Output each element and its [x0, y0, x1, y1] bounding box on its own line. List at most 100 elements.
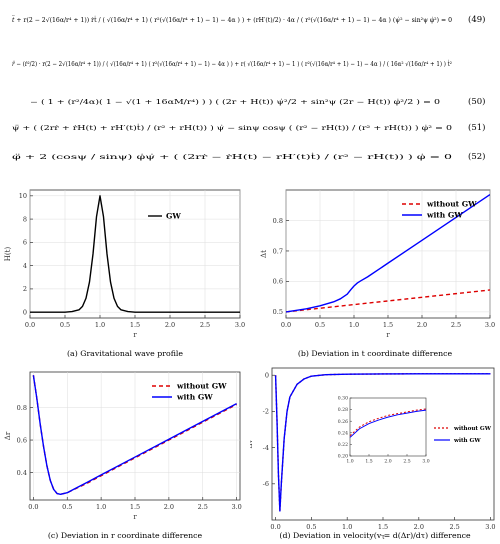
figure-caption: (b) Deviation in t coordinate difference [298, 349, 453, 358]
y-tick-label: -4 [263, 444, 269, 452]
series-group [286, 193, 490, 313]
figure-caption: (a) Gravitational wave profile [67, 349, 183, 358]
inset-x-tick-label: 2.0 [384, 459, 391, 465]
legend-label: without GW [426, 200, 477, 209]
x-tick-label: 0.0 [28, 503, 38, 511]
y-tick-label: 0.4 [17, 469, 27, 477]
x-tick-label: 0.5 [62, 503, 72, 511]
equation-2-line-1: 𝑟̈ − (ṙ²/2) · r(2 − 2√(16α/r⁴ + 1)) / ( … [12, 61, 452, 68]
x-tick-label: 1.5 [383, 321, 393, 329]
x-tick-label: 2.5 [198, 503, 208, 511]
y-tick-label: 0.8 [17, 404, 27, 412]
x-tick-label: 1.0 [95, 321, 105, 329]
y-tick-label: 0.6 [273, 278, 283, 286]
x-tick-label: 2.0 [417, 321, 427, 329]
series-line-1 [286, 193, 490, 313]
x-tick-label: 1.0 [96, 503, 106, 511]
equation-1-line-1: 𝑡̈ + r(2 − 2√(16α/r⁴ + 1)) ṙṫ / ( √(16α/… [12, 17, 452, 24]
inset-series-group [349, 408, 427, 438]
x-tick-label: 3.0 [235, 321, 245, 329]
x-tick-label: 1.5 [130, 321, 140, 329]
x-tick-label: 0.5 [306, 523, 316, 531]
legend-label: without GW [453, 426, 492, 432]
equations-svg: 𝑡̈ + r(2 − 2√(16α/r⁴ + 1)) ṙṫ / ( √(16α/… [12, 14, 485, 162]
y-tick-label: -6 [263, 480, 269, 488]
inset-x-tick-label: 1.5 [365, 459, 372, 465]
x-tick-label: 2.0 [165, 321, 175, 329]
x-tick-label: 1.5 [378, 523, 388, 531]
y-tick-label: 0.7 [273, 247, 283, 255]
x-tick-label: 3.0 [231, 503, 241, 511]
x-axis-label: r [386, 331, 390, 339]
y-axis-label: Δv [250, 439, 254, 448]
inset-x-tick-label: 2.5 [403, 459, 410, 465]
x-tick-label: 1.0 [349, 321, 359, 329]
inset-y-tick-label: 0.30 [338, 396, 348, 402]
equation-number: (52) [468, 151, 485, 162]
x-axis-label: r [133, 513, 137, 521]
y-tick-label: 0 [265, 372, 269, 380]
equation-number: (50) [468, 96, 485, 107]
x-tick-label: 0.5 [60, 321, 70, 329]
x-tick-label: 2.5 [449, 523, 459, 531]
inset-x-tick-label: 3.0 [422, 459, 429, 465]
legend-label: with GW [426, 211, 463, 220]
inset-frame [349, 397, 427, 457]
x-tick-label: 1.5 [130, 503, 140, 511]
y-tick-label: 4 [23, 262, 27, 270]
x-axis-label: r [133, 331, 137, 339]
y-tick-label: 8 [23, 215, 27, 223]
x-tick-label: 2.5 [200, 321, 210, 329]
x-tick-label: 2.0 [414, 523, 424, 531]
legend-label: with GW [453, 438, 481, 444]
y-axis-label: H(t) [4, 247, 12, 262]
y-axis-label: Δt [260, 250, 268, 258]
series-line-1 [274, 373, 491, 512]
series-group [274, 373, 491, 512]
inset-series-line-1 [349, 409, 427, 438]
inset-y-tick-label: 0.28 [338, 407, 348, 413]
legend-label: without GW [176, 382, 227, 391]
y-tick-label: -2 [263, 408, 269, 416]
inset-y-tick-label: 0.24 [338, 430, 348, 436]
equation-3-line-1: ψ̈ + ( (2rṙ + ṙH(t) + rH′(t)ṫ) / (r² + r… [12, 125, 452, 132]
y-axis-label: Δr [4, 431, 12, 440]
figure-caption: (c) Deviation in r coordinate difference [48, 531, 203, 540]
x-tick-label: 2.0 [164, 503, 174, 511]
x-tick-label: 0.0 [281, 321, 291, 329]
series-line-0 [286, 289, 490, 313]
chart-b: 0.0 0.5 1.0 1.5 2.0 2.5 3.0 0.5 0.6 0.7 0.8 r Δt with… [260, 189, 495, 358]
series-line-0 [30, 195, 240, 313]
legend-label: GW [166, 212, 181, 221]
y-tick-label: 0.8 [273, 217, 283, 225]
inset-y-tick-label: 0.26 [338, 419, 348, 425]
figure-caption: (d) Deviation in velocity(v = d(Δr)/dτ) … [279, 531, 471, 540]
inset-x-tick-label: 1.0 [346, 459, 353, 465]
x-tick-label: 0.0 [25, 321, 35, 329]
series-group [30, 195, 240, 313]
chart-d: 0.0 0.5 1.0 1.5 2.0 2.5 3.0 0 -2 -4 -6 τ Δv without G… [250, 367, 496, 541]
equation-number: (49) [468, 14, 485, 25]
x-tick-label: 0.5 [315, 321, 325, 329]
y-tick-label: 2 [23, 285, 27, 293]
equation-number: (51) [468, 122, 485, 133]
x-axis-label: τ [381, 533, 385, 541]
x-tick-label: 3.0 [485, 321, 495, 329]
chart-a: 0.0 0.5 1.0 1.5 2.0 2.5 3.0 0 2 4 6 8 10 r H(t) GW (a) G… [4, 189, 245, 358]
x-tick-label: 3.0 [485, 523, 495, 531]
series-group [32, 375, 237, 496]
x-tick-label: 1.0 [342, 523, 352, 531]
equation-4-line-1: φ̈ + 2 (cosψ / sinψ) φ̇ψ̇ + ( (2rṙ − ṙH(… [12, 154, 452, 161]
x-tick-label: 2.5 [451, 321, 461, 329]
legend-label: with GW [176, 393, 213, 402]
y-tick-label: 10 [19, 192, 27, 200]
y-tick-label: 0.5 [273, 308, 283, 316]
y-tick-label: 6 [23, 239, 27, 247]
y-tick-label: 0.6 [17, 436, 27, 444]
series-line-1 [32, 375, 237, 496]
equation-2-line-2: − ( 1 + (r²/4α)( 1 − √(1 + 16αM/r⁴) ) ) … [30, 99, 440, 106]
inset-series-line-0 [349, 408, 427, 437]
inset-y-tick-label: 0.22 [338, 442, 348, 448]
chart-c: 0.0 0.5 1.0 1.5 2.0 2.5 3.0 0.4 0.6 0.8 r Δr without… [4, 371, 242, 540]
